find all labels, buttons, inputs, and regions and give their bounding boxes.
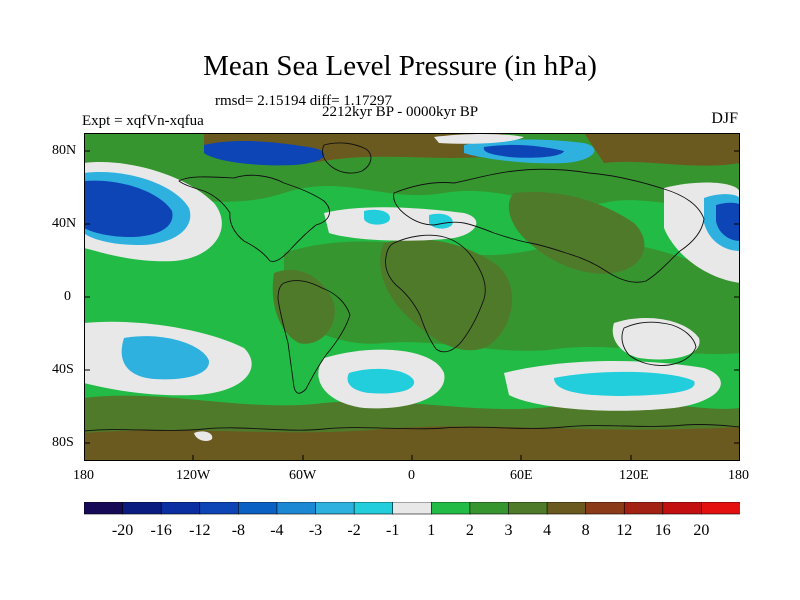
colorbar-swatch: [315, 502, 355, 515]
region-cyan-satlantic: [347, 368, 415, 394]
lat-tick-label: 40N: [52, 216, 77, 231]
colorbar-label: -1: [386, 522, 400, 539]
period-label: 2212kyr BP - 0000kyr BP: [321, 104, 479, 120]
colorbar-swatch: [623, 502, 664, 515]
colorbar-swatch: [276, 502, 317, 515]
colorbar-label: -12: [189, 522, 211, 539]
region-blue-npacific-east: [716, 202, 740, 241]
region-blue-greenland: [204, 141, 325, 166]
region-light-blue-spacific: [121, 336, 210, 380]
colorbar-swatch: [469, 502, 510, 515]
region-brown-east: [584, 133, 740, 166]
region-white-antarctic-spot: [194, 431, 213, 441]
colorbar-label: 3: [504, 522, 513, 539]
region-blue-arctic: [483, 144, 564, 158]
colorbar-label: 8: [581, 522, 590, 539]
coast-eurasia: [393, 168, 705, 283]
map-frame: [84, 133, 740, 461]
lon-tick-label: 0: [408, 468, 415, 483]
colorbar-label: 16: [654, 522, 671, 539]
lat-tick-label: 40S: [52, 362, 74, 377]
colorbar-swatch: [199, 502, 240, 515]
colorbar-swatch: [546, 502, 587, 515]
colorbar-swatch: [430, 502, 471, 515]
colorbar-swatch: [585, 502, 626, 515]
lon-tick-label: 120W: [176, 468, 211, 483]
colorbar-swatch: [701, 502, 740, 515]
colorbar-label: -2: [347, 522, 361, 539]
colorbar-swatch: [238, 502, 278, 515]
coast-north-america: [178, 174, 330, 262]
region-olive-africa: [380, 239, 513, 351]
colorbar-label: 20: [693, 522, 710, 539]
stats-line: rmsd= 2.15194 diff= 1.17297: [215, 93, 393, 109]
colorbar-swatch: [160, 502, 201, 515]
colorbar: [84, 502, 740, 515]
colorbar-swatch: [353, 502, 394, 515]
colorbar-label: -20: [111, 522, 134, 539]
region-brown-antarctica: [84, 426, 740, 461]
colorbar-label: -3: [308, 522, 323, 539]
pressure-map: [84, 133, 740, 461]
region-white-arctic-strip: [434, 134, 524, 144]
colorbar-swatch: [392, 502, 433, 515]
lon-tick-label: 60E: [510, 468, 533, 483]
region-blue-npacific: [84, 180, 173, 237]
experiment-label: Expt = xqfVn-xqfua: [82, 113, 204, 129]
region-white-australia: [612, 318, 700, 360]
region-olive-america: [272, 269, 335, 344]
colorbar-label: 4: [543, 522, 552, 539]
colorbar-label: 12: [616, 522, 633, 539]
plot-title: Mean Sea Level Pressure (in hPa): [203, 50, 597, 82]
coast-south-america: [277, 280, 351, 394]
colorbar-swatch: [508, 502, 548, 515]
lon-tick-label: 120E: [619, 468, 649, 483]
season-label: DJF: [711, 110, 738, 127]
colorbar-label: -8: [231, 522, 246, 539]
colorbar-label: 1: [427, 522, 436, 539]
coast-antarctica: [84, 424, 740, 432]
region-olive-asia: [508, 192, 645, 274]
colorbar-swatch: [662, 502, 703, 515]
coast-greenland: [321, 142, 372, 174]
colorbar-swatch: [84, 502, 124, 515]
coast-australia: [621, 321, 697, 366]
colorbar-label: -4: [270, 522, 284, 539]
colorbar-label: -16: [150, 522, 172, 539]
lat-tick-label: 80S: [52, 435, 74, 450]
region-white-natlantic: [324, 207, 477, 241]
lat-tick-label: 80N: [52, 143, 77, 158]
coast-africa: [385, 234, 486, 353]
lon-tick-label: 180: [73, 468, 94, 483]
lon-tick-label: 180: [728, 468, 749, 483]
region-cyan-natlantic: [364, 209, 390, 225]
lon-tick-label: 60W: [289, 468, 317, 483]
region-cyan-sindian: [554, 371, 695, 396]
lat-tick-label: 0: [64, 289, 71, 304]
colorbar-swatch: [122, 502, 162, 515]
colorbar-label: 2: [465, 522, 474, 539]
